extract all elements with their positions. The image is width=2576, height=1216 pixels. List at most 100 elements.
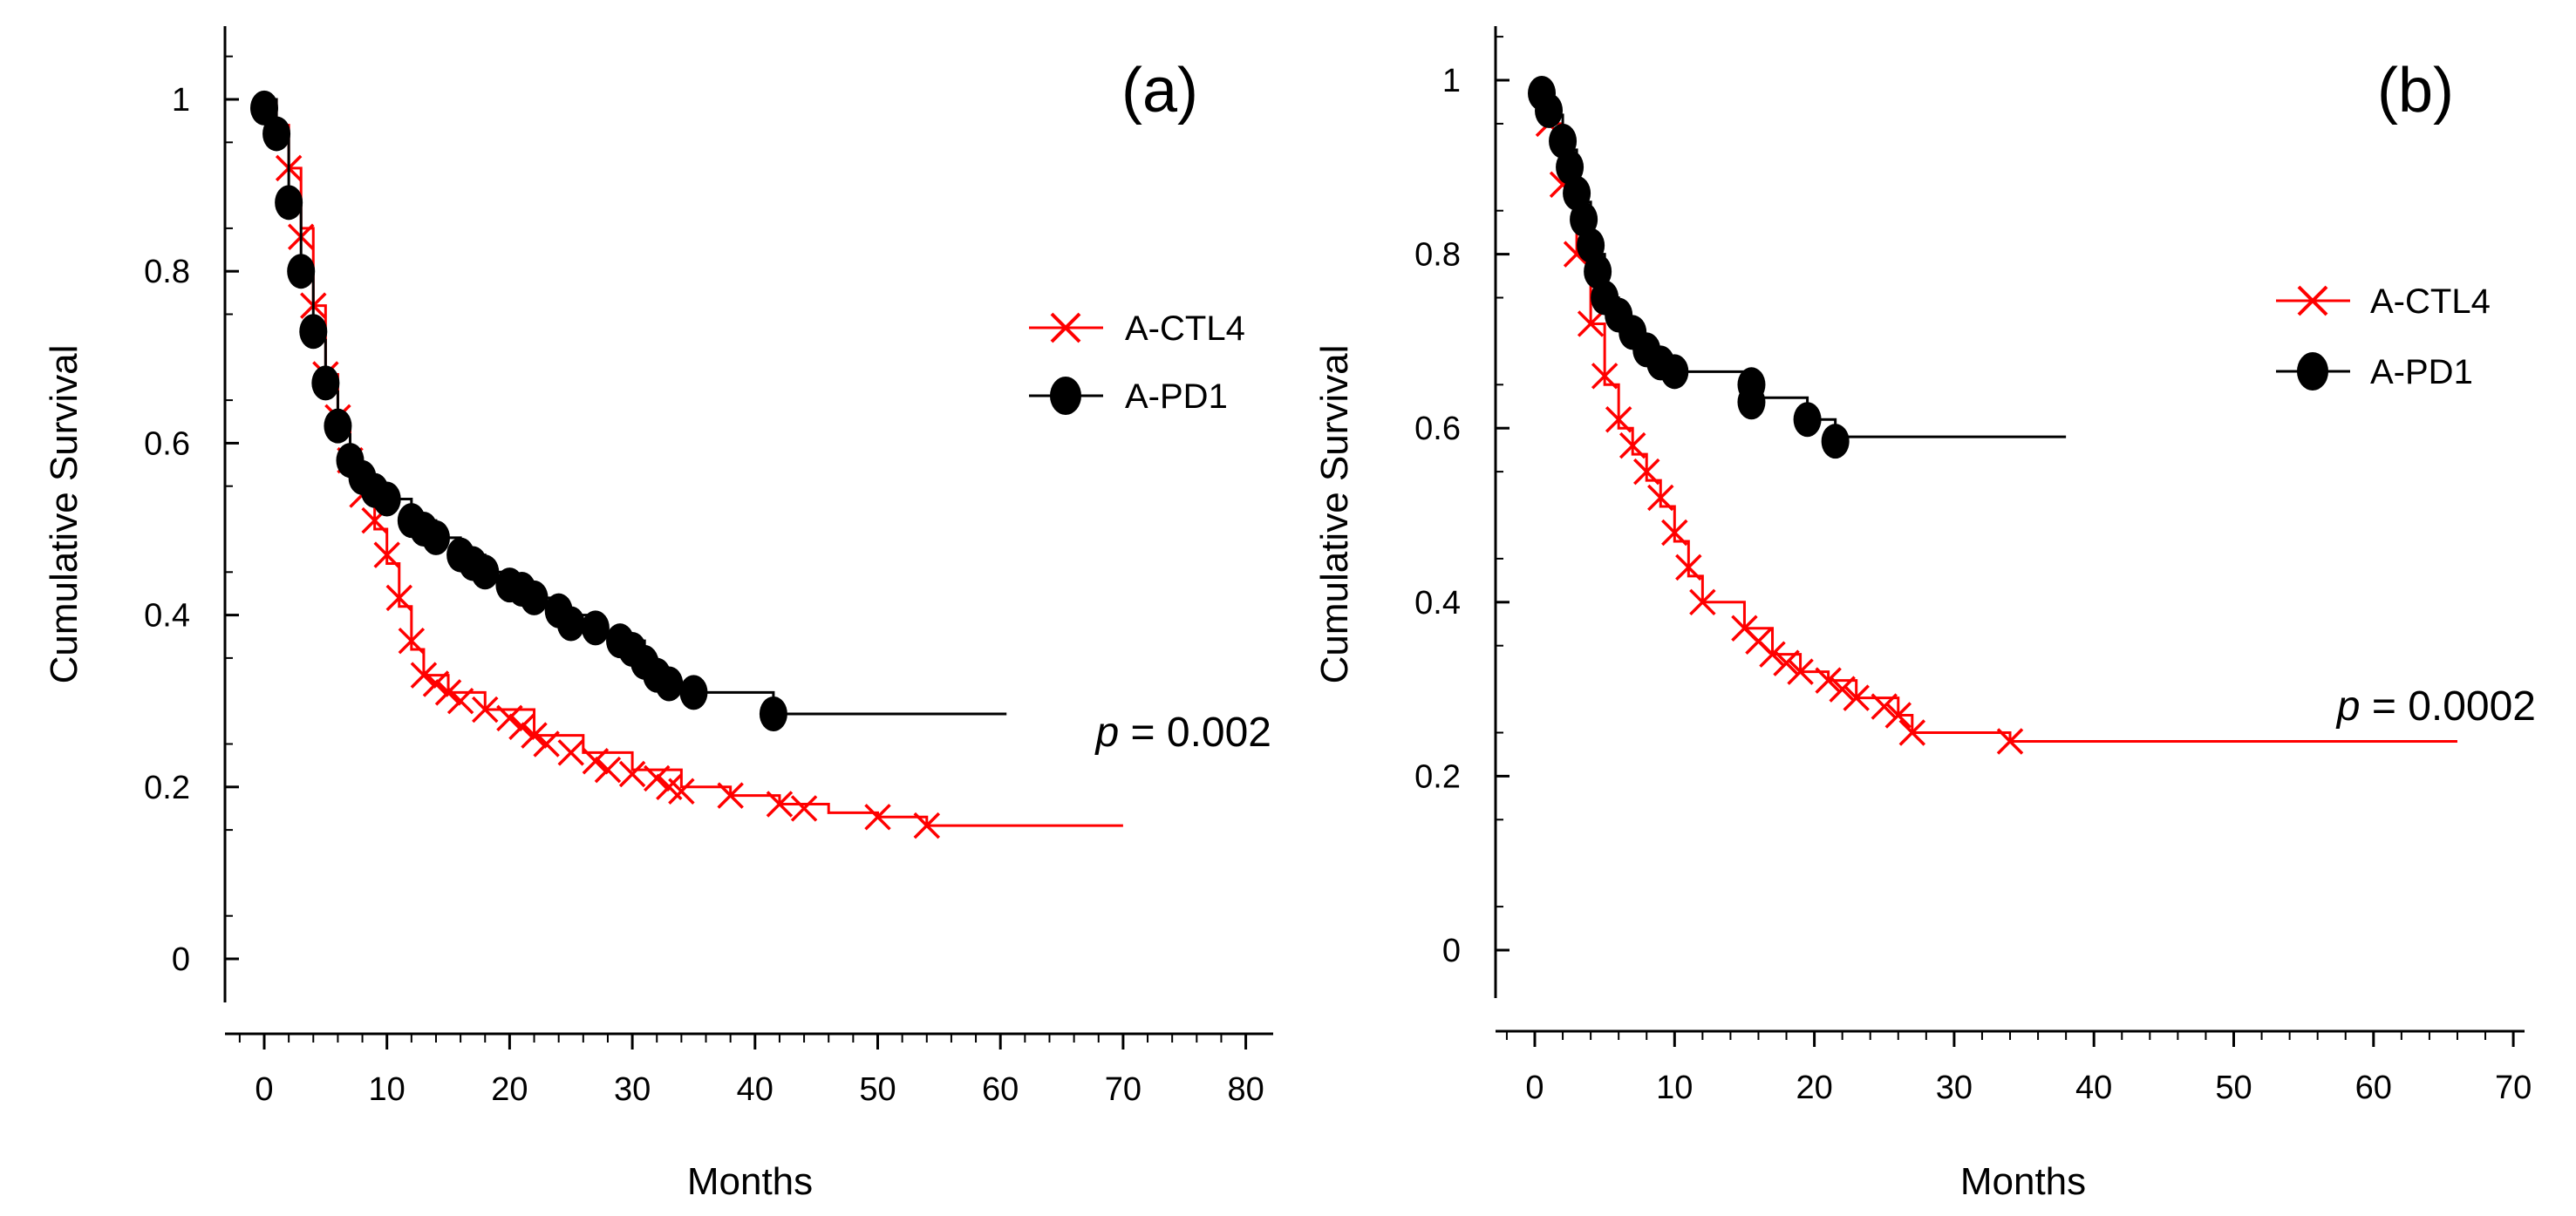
y-tick-label: 0 (1442, 933, 1461, 969)
panel-b-p-number: = 0.0002 (2360, 683, 2536, 730)
censor-marker-actl4 (1591, 363, 1619, 390)
panel-b: 0 0.2 0.4 0.6 0.8 1 0 10 20 30 40 50 60 70 (b) Month… (1313, 26, 2536, 1203)
x-tick-label: 20 (1796, 1070, 1832, 1106)
y-tick-label: 1 (172, 82, 190, 119)
panel-b-series (1528, 75, 2457, 755)
censor-marker-apd1 (372, 481, 401, 517)
y-tick-label: 0.4 (144, 598, 190, 635)
x-tick-label: 30 (614, 1071, 651, 1108)
censor-marker-apd1 (759, 696, 787, 731)
x-tick-label: 60 (2355, 1070, 2392, 1106)
censor-marker-apd1 (655, 666, 684, 702)
censor-marker-actl4 (864, 804, 891, 831)
y-tick-label: 0.2 (144, 770, 190, 806)
censor-marker-apd1 (1660, 354, 1689, 390)
x-tick-label: 20 (491, 1071, 528, 1108)
x-tick-label: 60 (982, 1071, 1019, 1108)
censor-marker-actl4 (1843, 684, 1870, 711)
panel-b-p-value: p = 0.0002 (2335, 683, 2536, 730)
survival-curve-actl4 (264, 98, 1123, 827)
censor-marker-actl4 (434, 679, 462, 706)
censor-marker-apd1 (556, 606, 585, 642)
censor-marker-apd1 (421, 520, 450, 555)
panel-a-legend-label-apd1: A-PD1 (1125, 377, 1228, 416)
x-tick-label: 0 (1525, 1070, 1544, 1106)
censor-marker-actl4 (1675, 554, 1702, 581)
censor-marker-actl4 (385, 584, 413, 612)
panel-a-label: (a) (1121, 56, 1198, 126)
x-tick-label: 80 (1227, 1071, 1264, 1108)
x-tick-label: 10 (1656, 1070, 1693, 1106)
censor-marker-apd1 (1535, 92, 1564, 128)
censor-marker-apd1 (1793, 402, 1822, 438)
y-tick-label: 1 (1442, 63, 1461, 99)
censor-marker-actl4 (508, 713, 535, 741)
panel-a: 0 0.2 0.4 0.6 0.8 1 0 10 20 30 40 50 60 70 80 (a) Mon… (43, 26, 1273, 1203)
censor-marker-actl4 (1815, 667, 1842, 694)
censor-marker-apd1 (471, 554, 500, 590)
censor-marker-actl4 (1759, 641, 1786, 668)
x-tick-label: 70 (2495, 1070, 2532, 1106)
censor-marker-apd1 (1737, 384, 1766, 420)
panel-a-y-axis-label: Cumulative Survival (43, 345, 85, 684)
panel-a-legend-marker-apd1 (1050, 377, 1081, 415)
censor-marker-actl4 (1647, 484, 1674, 512)
censor-marker-actl4 (446, 687, 474, 715)
panel-a-x-ticks: 0 10 20 30 40 50 60 70 80 (238, 1034, 1264, 1108)
panel-b-y-ticks: 0 0.2 0.4 0.6 0.8 1 (1414, 36, 1509, 969)
panel-a-p-value: p = 0.002 (1094, 710, 1271, 756)
censor-marker-actl4 (521, 722, 548, 749)
survival-curve-apd1 (264, 98, 1007, 716)
censor-marker-actl4 (422, 670, 450, 697)
censor-marker-actl4 (1661, 519, 1688, 547)
censor-marker-apd1 (299, 314, 328, 350)
censor-marker-actl4 (373, 541, 400, 568)
censor-marker-actl4 (766, 791, 794, 818)
x-tick-label: 40 (2075, 1070, 2112, 1106)
panel-b-legend-label-apd1: A-PD1 (2370, 353, 2473, 391)
panel-b-legend-marker-actl4 (2297, 285, 2328, 316)
censor-marker-actl4 (1898, 719, 1926, 746)
censor-marker-actl4 (582, 747, 610, 775)
censor-marker-actl4 (717, 782, 744, 809)
y-tick-label: 0.8 (144, 254, 190, 290)
censor-marker-actl4 (1577, 310, 1605, 337)
censor-marker-actl4 (1619, 431, 1646, 459)
censor-marker-actl4 (1689, 588, 1716, 616)
censor-marker-apd1 (520, 580, 549, 615)
censor-marker-actl4 (557, 739, 584, 766)
panel-a-legend-label-actl4: A-CTL4 (1125, 309, 1245, 348)
y-tick-label: 0.8 (1414, 237, 1461, 274)
censor-marker-actl4 (496, 704, 523, 732)
censor-marker-actl4 (1787, 658, 1814, 685)
censor-marker-actl4 (594, 756, 622, 784)
censor-marker-actl4 (618, 760, 646, 788)
panel-b-legend: A-CTL4 A-PD1 (2276, 282, 2491, 391)
panel-b-p-symbol: p (2335, 683, 2361, 730)
panel-b-label: (b) (2377, 56, 2454, 126)
panel-a-legend: A-CTL4 A-PD1 (1029, 309, 1245, 416)
x-tick-label: 50 (2215, 1070, 2252, 1106)
censor-marker-actl4 (913, 812, 941, 839)
y-tick-label: 0.2 (1414, 758, 1461, 795)
censor-marker-actl4 (668, 778, 695, 805)
panel-b-legend-marker-apd1 (2297, 352, 2328, 391)
censor-marker-apd1 (679, 675, 708, 710)
panel-b-y-axis-label: Cumulative Survival (1313, 345, 1356, 684)
panel-b-legend-label-actl4: A-CTL4 (2370, 282, 2491, 321)
panel-a-x-axis-label: Months (687, 1160, 813, 1203)
panel-a-legend-marker-actl4 (1050, 312, 1081, 343)
panel-b-x-ticks: 0 10 20 30 40 50 60 70 (1505, 1031, 2532, 1106)
censor-marker-actl4 (1829, 676, 1856, 703)
censor-marker-actl4 (1996, 728, 2024, 755)
panel-a-p-number: = 0.002 (1119, 710, 1271, 756)
x-tick-label: 70 (1105, 1071, 1141, 1108)
censor-marker-actl4 (1773, 649, 1800, 676)
x-tick-label: 50 (859, 1071, 896, 1108)
censor-marker-actl4 (790, 795, 818, 822)
censor-marker-apd1 (262, 116, 291, 152)
panel-a-p-symbol: p (1094, 710, 1119, 756)
panel-a-series (250, 90, 1123, 839)
censor-marker-apd1 (581, 610, 610, 646)
